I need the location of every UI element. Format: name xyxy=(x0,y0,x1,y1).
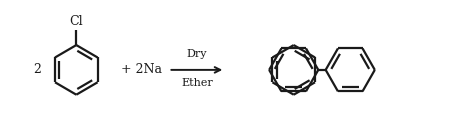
Bar xyxy=(237,25,474,120)
Text: Cl: Cl xyxy=(70,15,83,28)
Text: 2: 2 xyxy=(34,63,41,76)
Text: Dry: Dry xyxy=(187,49,207,59)
Text: + 2Na: + 2Na xyxy=(121,63,162,76)
Text: Ether: Ether xyxy=(181,78,213,88)
